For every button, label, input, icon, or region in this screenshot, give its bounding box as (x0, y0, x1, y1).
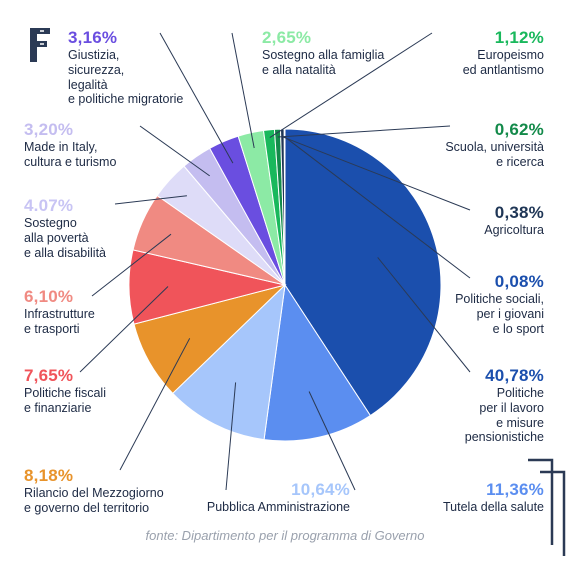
leader-line-s6 (114, 195, 187, 205)
leader-line-s0 (377, 257, 471, 373)
slice-label-s3: 8,18% Rilancio del Mezzogiorno e governo … (24, 466, 204, 516)
slice-category-label: Politiche per il lavoro e misure pension… (464, 386, 544, 445)
leader-line-s4 (79, 286, 169, 373)
slice-percent: 11,36% (486, 480, 544, 499)
slice-percent: 3,16% (68, 28, 118, 47)
pie-slice-s1 (263, 283, 372, 442)
slice-label-s10: 1,12% Europeismo ed antlantismo (400, 28, 544, 78)
corner-decoration (528, 458, 566, 556)
leader-line-s2 (225, 382, 237, 491)
slice-percent: 4.07% (24, 196, 74, 215)
slice-category-label: Rilancio del Mezzogiorno e governo del t… (24, 486, 164, 515)
slice-percent: 0,38% (494, 203, 544, 222)
pie-slice-s2 (172, 283, 286, 441)
slice-label-s5: 6,10% Infrastrutture e trasporti (24, 287, 174, 337)
slice-label-s8: 3,16% Giustizia, sicurezza, legalità e po… (68, 28, 238, 107)
slice-label-s12: 0,38% Agricoltura (400, 203, 544, 238)
pie-slice-s13 (283, 128, 286, 286)
slice-category-label: Made in Italy, cultura e turismo (24, 140, 117, 169)
slice-percent: 7,65% (24, 366, 74, 385)
slice-label-s1: 11,36% Tutela della salute (410, 480, 544, 515)
source-note: fonte: Dipartimento per il programma di … (145, 528, 425, 543)
slice-percent: 40,78% (485, 366, 544, 385)
leader-line-s5 (91, 233, 172, 297)
slice-percent: 8,18% (24, 466, 74, 485)
slice-category-label: Sostegno alla povertà e alla disabilità (24, 216, 106, 260)
leader-line-s1 (308, 391, 356, 491)
leader-line-s8 (159, 32, 234, 164)
slice-category-label: Scuola, università e ricerca (445, 140, 544, 169)
leader-line-s11 (277, 125, 451, 138)
slice-label-s9: 2,65% Sostegno alla famiglia e alla natal… (262, 28, 422, 78)
slice-percent: 3,20% (24, 120, 74, 139)
slice-percent: 0,08% (494, 272, 544, 291)
slice-category-label: Infrastrutture e trasporti (24, 307, 95, 336)
slice-category-label: Giustizia, sicurezza, legalità e politic… (68, 48, 184, 107)
slice-category-label: Tutela della salute (443, 500, 544, 515)
slice-category-label: Politiche sociali, per i giovani e lo sp… (455, 292, 544, 336)
slice-percent: 10,64% (291, 480, 350, 499)
slice-label-s6: 4.07% Sostegno alla povertà e alla disabi… (24, 196, 174, 260)
slice-label-s4: 7,65% Politiche fiscali e finanziarie (24, 366, 174, 416)
pie-slices (128, 128, 442, 442)
slice-percent: 1,12% (494, 28, 544, 47)
slice-label-s13: 0,08% Politiche sociali, per i giovani e … (400, 272, 544, 336)
leader-line-s13 (284, 136, 471, 279)
slice-category-label: Sostegno alla famiglia e alla natalità (262, 48, 385, 77)
leader-line-s9 (231, 32, 255, 149)
f-logo-icon (30, 28, 50, 62)
slice-percent: 6,10% (24, 287, 74, 306)
slice-label-s7: 3,20% Made in Italy, cultura e turismo (24, 120, 184, 170)
leader-lines (79, 32, 471, 491)
leader-line-s3 (119, 338, 191, 471)
slice-label-s11: 0,62% Scuola, università e ricerca (400, 120, 544, 170)
leader-line-s7 (139, 125, 210, 177)
slice-category-label: Politiche fiscali e finanziarie (24, 386, 106, 415)
slice-category-label: Agricoltura (484, 223, 544, 238)
slice-category-label: Europeismo ed antlantismo (462, 48, 544, 77)
slice-label-s2: 10,64% Pubblica Amministrazione (190, 480, 350, 515)
leader-line-s10 (269, 32, 433, 139)
slice-percent: 2,65% (262, 28, 312, 47)
slice-label-s0: 40,78% Politiche per il lavoro e misure p… (410, 366, 544, 445)
slice-percent: 0,62% (494, 120, 544, 139)
slice-category-label: Pubblica Amministrazione (206, 500, 350, 515)
leader-line-s12 (282, 136, 471, 211)
